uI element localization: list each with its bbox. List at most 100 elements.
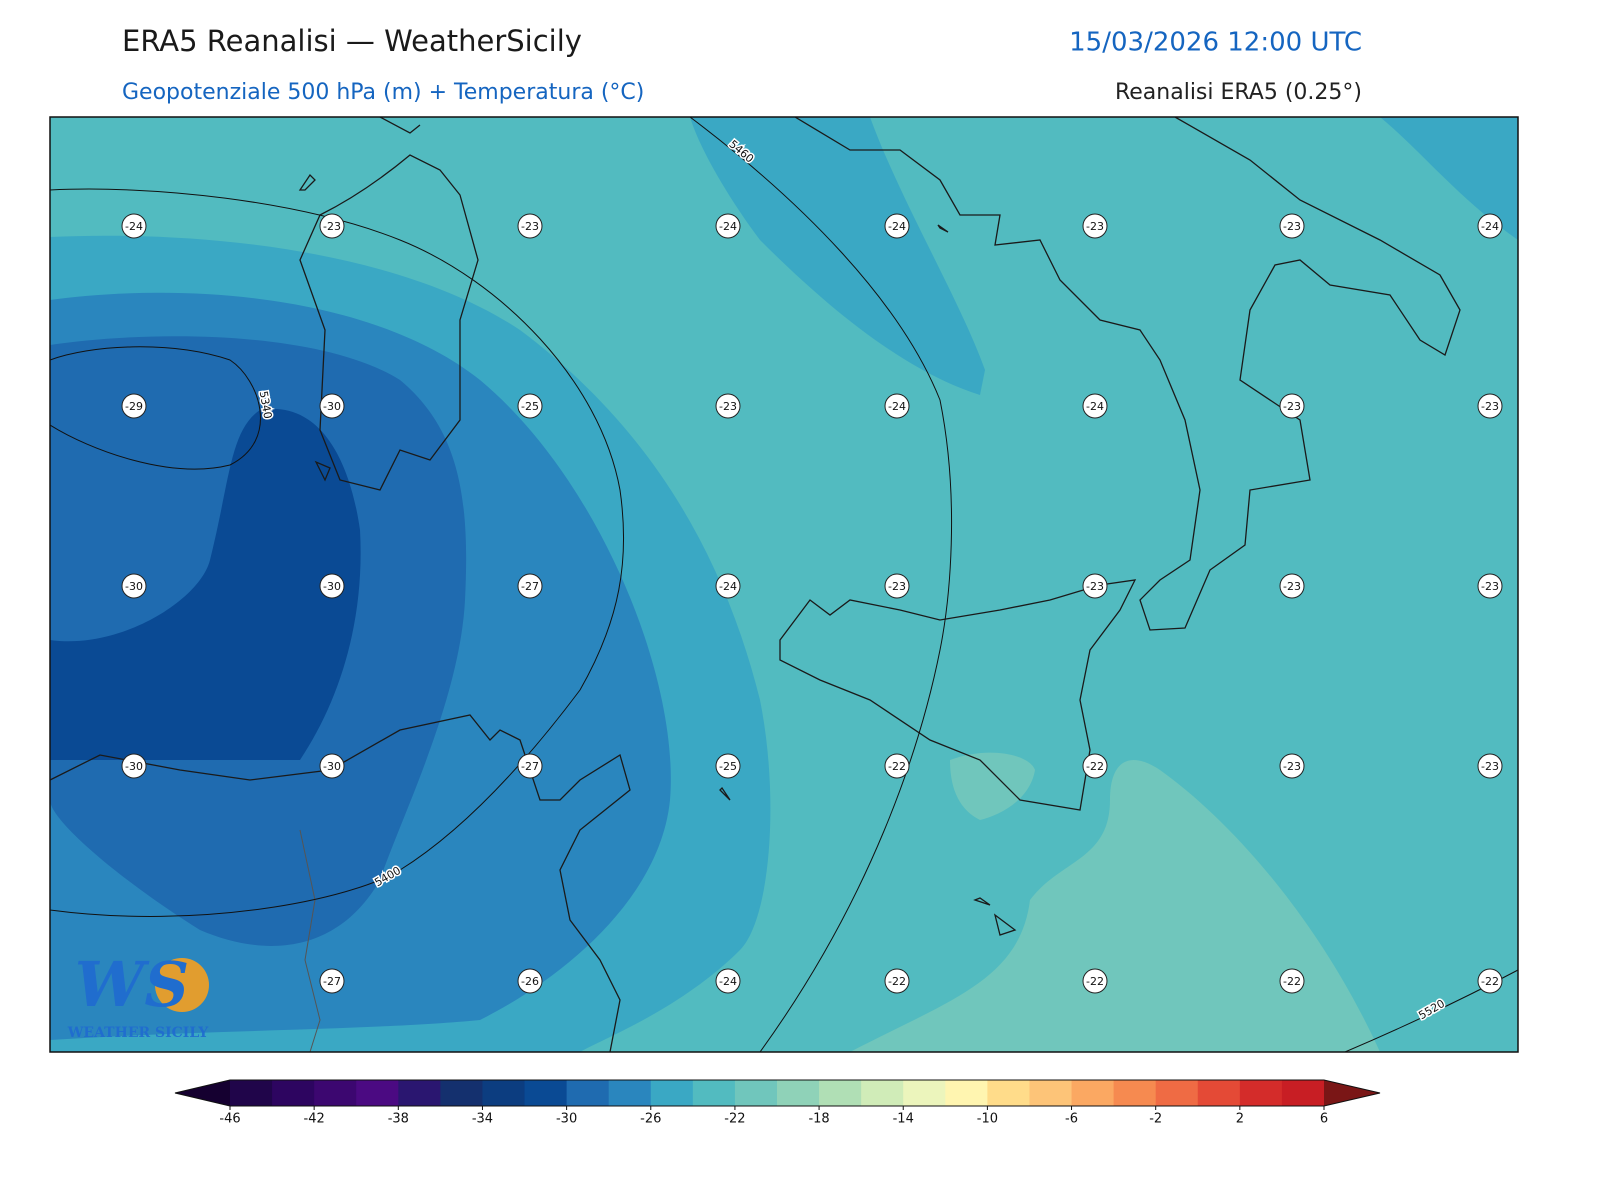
colorbar-tick-label: -34 [472, 1112, 493, 1127]
station-marker [1082, 753, 1108, 779]
station-marker [1279, 753, 1305, 779]
station-value: -24 [1481, 220, 1499, 233]
colorbar-bin [1155, 1080, 1199, 1106]
date: 15/03/2026 12:00 UTC [1069, 28, 1362, 58]
station-value: -24 [888, 400, 906, 413]
station-value: -26 [521, 975, 539, 988]
colorbar-tick-label: -38 [388, 1112, 409, 1127]
station-value: -22 [1481, 975, 1499, 988]
colorbar-bin [903, 1080, 946, 1106]
coastline [50, 224, 1017, 1052]
station-marker [1082, 573, 1108, 599]
station-value: -30 [125, 580, 143, 593]
colorbar-tick-label: 2 [1236, 1112, 1244, 1127]
station-marker [1477, 968, 1503, 994]
colorbar-bin [650, 1080, 694, 1106]
colorbar-tick-label: -26 [640, 1112, 661, 1127]
colorbar-bin [566, 1080, 610, 1106]
coastline [298, 117, 421, 482]
station-value: -23 [1283, 400, 1301, 413]
logo-initials: WS [75, 948, 189, 1021]
station-marker [1082, 213, 1108, 239]
colorbar-extend [175, 1080, 230, 1106]
colorbar-bin [230, 1080, 273, 1106]
station-value: -29 [125, 400, 143, 413]
station-value: -23 [521, 220, 539, 233]
colorbar-bin [314, 1080, 357, 1106]
station-marker [517, 573, 543, 599]
colorbar-bin [272, 1080, 315, 1106]
station-value: -24 [719, 580, 737, 593]
colorbar-bin [692, 1080, 736, 1106]
colorbar-bin [1281, 1080, 1325, 1106]
station-value: -23 [1283, 220, 1301, 233]
colorbar-tick-label: -14 [893, 1112, 914, 1127]
station-value: -27 [521, 580, 539, 593]
station-marker [517, 393, 543, 419]
station-value: -24 [719, 220, 737, 233]
station-value: -30 [125, 760, 143, 773]
colorbar-tick-label: -30 [556, 1112, 577, 1127]
logo-name: WEATHER SICILY [67, 1025, 210, 1041]
colorbar-bin [861, 1080, 904, 1106]
logo-sun [155, 958, 209, 1012]
station-value: -23 [1283, 760, 1301, 773]
station-value: -25 [719, 760, 737, 773]
temp-field [50, 408, 361, 760]
station-marker [1279, 968, 1305, 994]
station-marker [884, 968, 910, 994]
station-marker [1279, 213, 1305, 239]
station-marker [517, 753, 543, 779]
colorbar-tick-label: -18 [808, 1112, 829, 1127]
title: ERA5 Reanalisi — WeatherSicily [122, 24, 582, 58]
colorbar-bin [524, 1080, 568, 1106]
station-value: -27 [323, 975, 341, 988]
colorbar-bin [819, 1080, 862, 1106]
colorbar-bin [356, 1080, 399, 1106]
station-value: -23 [888, 580, 906, 593]
station-marker [517, 213, 543, 239]
map-area: 5460 5340 5400 5520 -24 -23 -23 -24 -24 -23 -2… [50, 117, 1518, 1052]
colorbar-tick-label: -6 [1065, 1112, 1078, 1127]
station-marker [319, 393, 345, 419]
station-marker [884, 753, 910, 779]
station-value: -22 [1086, 760, 1104, 773]
logo: WS WEATHER SICILY [67, 948, 210, 1041]
station-marker [715, 213, 741, 239]
colorbar-tick-label: 6 [1320, 1112, 1328, 1127]
station-value: -24 [888, 220, 906, 233]
station-marker [1279, 393, 1305, 419]
station-value: -23 [1283, 580, 1301, 593]
station-marker [319, 213, 345, 239]
station-value: -30 [323, 580, 341, 593]
station-value: -30 [323, 400, 341, 413]
colorbar-tick-label: -22 [724, 1112, 745, 1127]
colorbar-bin [945, 1080, 988, 1106]
colorbar-extend [1324, 1080, 1380, 1106]
station-marker [1082, 393, 1108, 419]
station-marker [517, 968, 543, 994]
stations: -24 -23 -23 -24 -24 -23 -23 -24 -29 -30 -25 -23 -24 -… [121, 213, 1503, 994]
isohypse [1344, 969, 1518, 1052]
colorbar-bin [1113, 1080, 1157, 1106]
station-marker [319, 968, 345, 994]
station-marker [121, 753, 147, 779]
coastline [794, 117, 1461, 631]
station-marker [319, 573, 345, 599]
station-value: -23 [323, 220, 341, 233]
temp-field [850, 752, 1380, 1052]
station-value: -23 [1481, 760, 1499, 773]
station-marker [121, 393, 147, 419]
colorbar-bin [1071, 1080, 1115, 1106]
colorbar-tick-label: -46 [219, 1112, 240, 1127]
colorbar-bin [734, 1080, 778, 1106]
coastline [299, 154, 479, 491]
station-marker [884, 213, 910, 239]
station-value: -23 [1481, 400, 1499, 413]
station-marker [319, 753, 345, 779]
station-marker [1477, 573, 1503, 599]
station-value: -23 [1481, 580, 1499, 593]
station-value: -23 [1086, 220, 1104, 233]
